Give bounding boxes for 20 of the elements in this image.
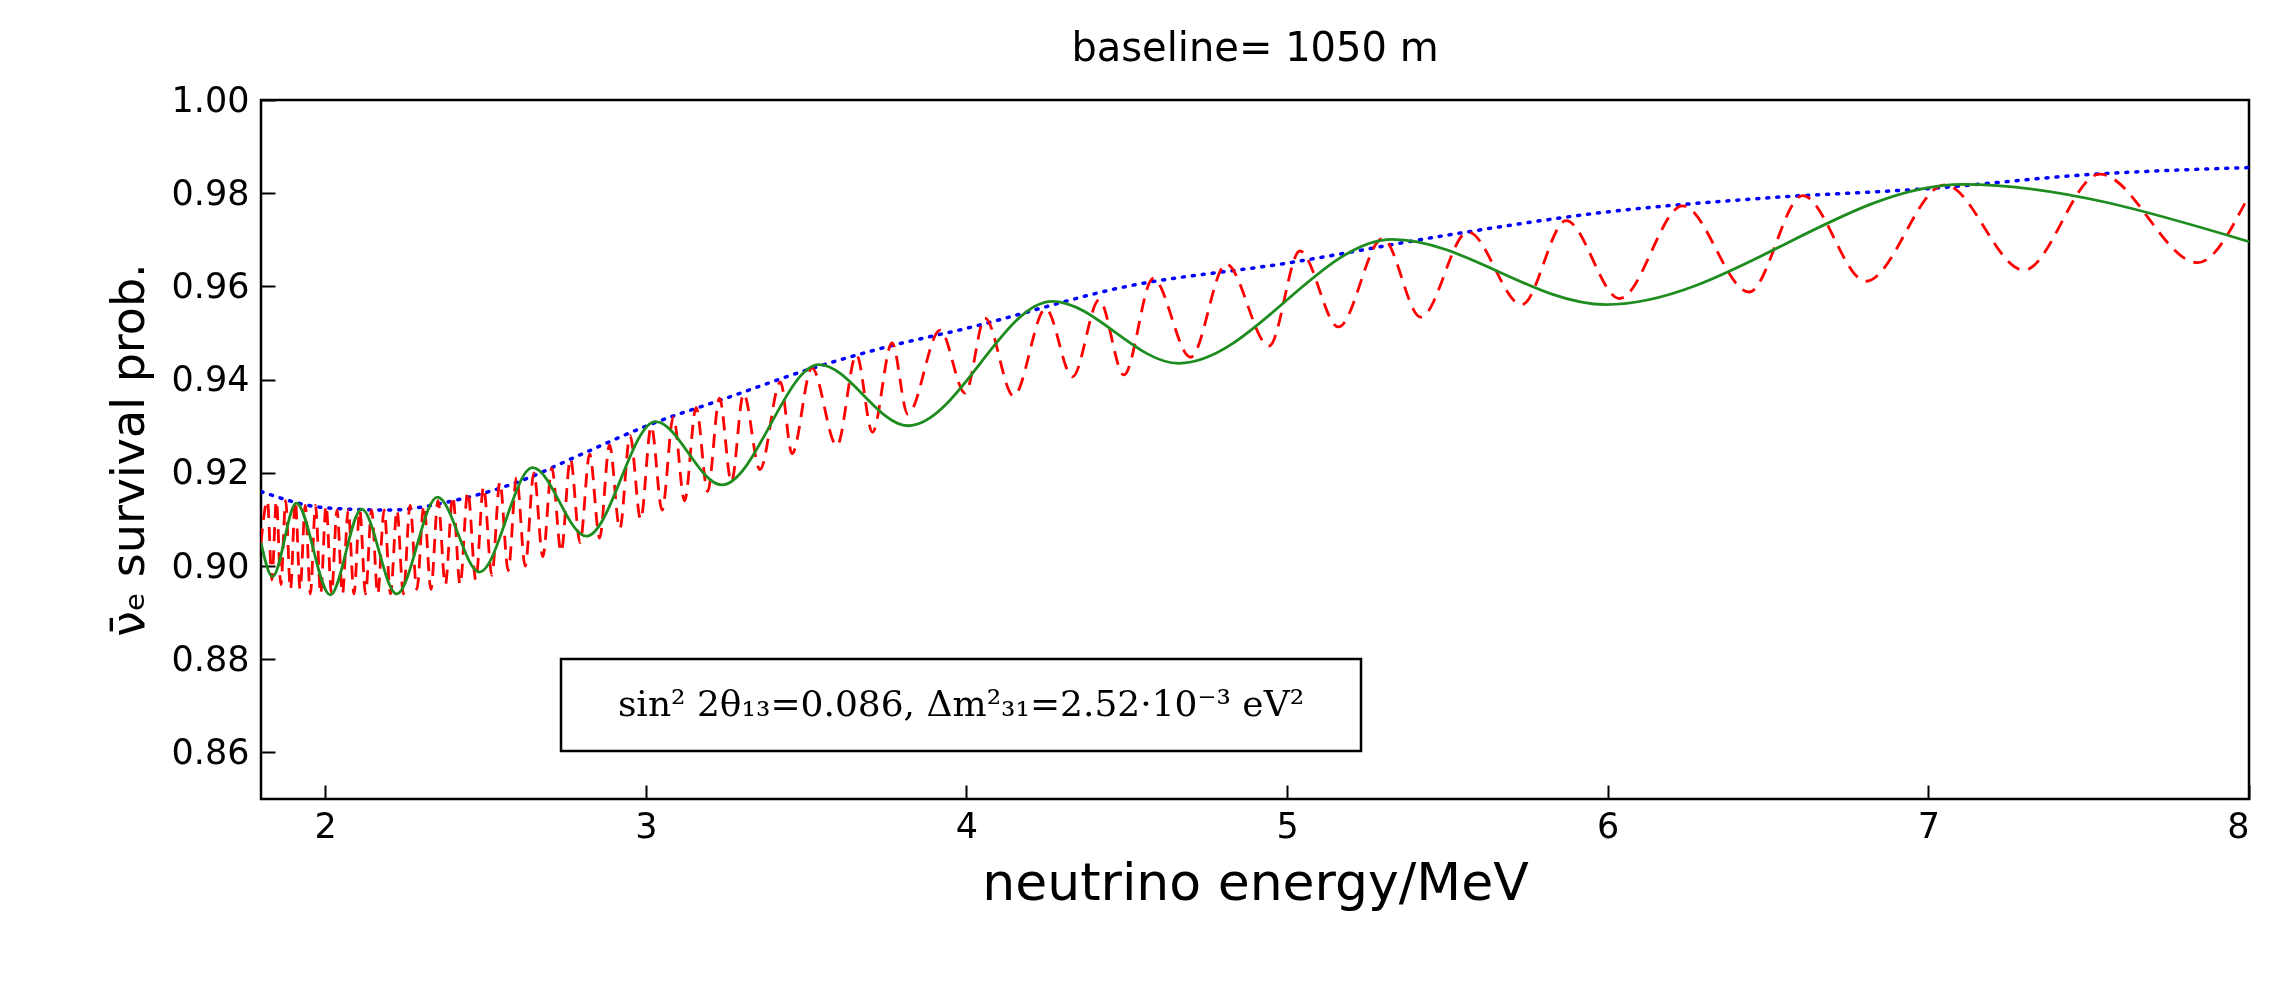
y-tick-label: 0.88 [171,638,250,679]
x-tick-label: 4 [955,805,979,846]
y-tick-label: 0.96 [171,265,250,306]
y-tick-label: 0.90 [171,545,250,586]
y-axis-title: ν̄ₑ survival prob. [100,263,155,637]
x-tick-label: 8 [2227,805,2250,846]
y-tick-label: 1.00 [171,79,250,120]
line-series [261,165,2249,512]
x-tick-label: 2 [314,805,337,846]
x-tick-label: 3 [635,805,658,846]
y-tick-label: 0.94 [171,359,250,400]
chart-title: baseline= 1050 m [1071,24,1439,70]
y-tick-label: 0.92 [171,452,250,493]
x-tick-label: 5 [1276,805,1299,846]
x-tick-label: 6 [1597,805,1620,846]
annotation: sin² 2θ₁₃=0.086, Δm²₃₁=2.52·10⁻³ eV² [617,683,1305,724]
y-tick-label: 0.98 [171,172,250,213]
y-tick-label: 0.86 [171,731,250,772]
x-tick-label: 7 [1917,805,1940,846]
x-axis-title: neutrino energy/MeV [982,851,1530,912]
